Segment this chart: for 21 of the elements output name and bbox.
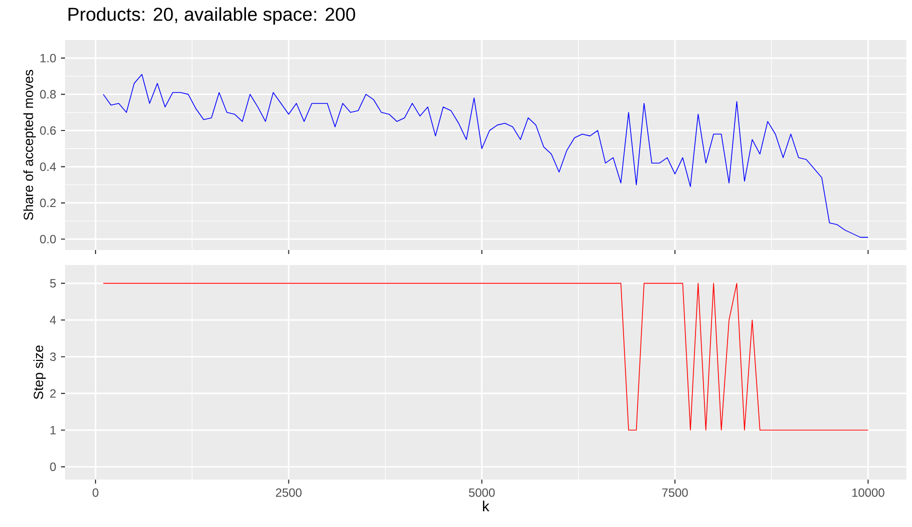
x-axis-title: k: [482, 500, 490, 512]
y-tick-label: 0.2: [40, 198, 56, 208]
y-tick-label: 5: [50, 279, 56, 288]
y-axis-title: Share of accepted moves: [23, 70, 36, 220]
x-tick-label: 0: [92, 488, 98, 497]
x-tick-label: 5000: [468, 488, 495, 497]
chart-title: Products: 20, available space: 200: [68, 7, 356, 25]
y-tick-label: 1: [50, 426, 56, 434]
y-tick-label: 0.8: [40, 90, 56, 99]
y-tick-label: 0: [50, 462, 56, 472]
y-tick-label: 2: [50, 389, 56, 398]
y-tick-label: 0.0: [40, 234, 56, 244]
x-tick-label: 7500: [662, 488, 688, 497]
y-tick-label: 0.4: [40, 162, 56, 171]
y-axis-title: Step size: [33, 346, 46, 400]
x-tick-label: 2500: [276, 488, 302, 497]
y-tick-label: 4: [50, 316, 56, 324]
y-tick-label: 1.0: [40, 54, 56, 62]
y-tick-label: 3: [50, 352, 56, 361]
x-tick-label: 10000: [852, 488, 884, 497]
y-tick-label: 0.6: [40, 126, 56, 135]
